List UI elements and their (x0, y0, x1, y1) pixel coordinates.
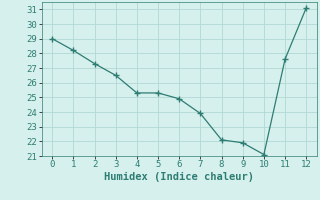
X-axis label: Humidex (Indice chaleur): Humidex (Indice chaleur) (104, 172, 254, 182)
